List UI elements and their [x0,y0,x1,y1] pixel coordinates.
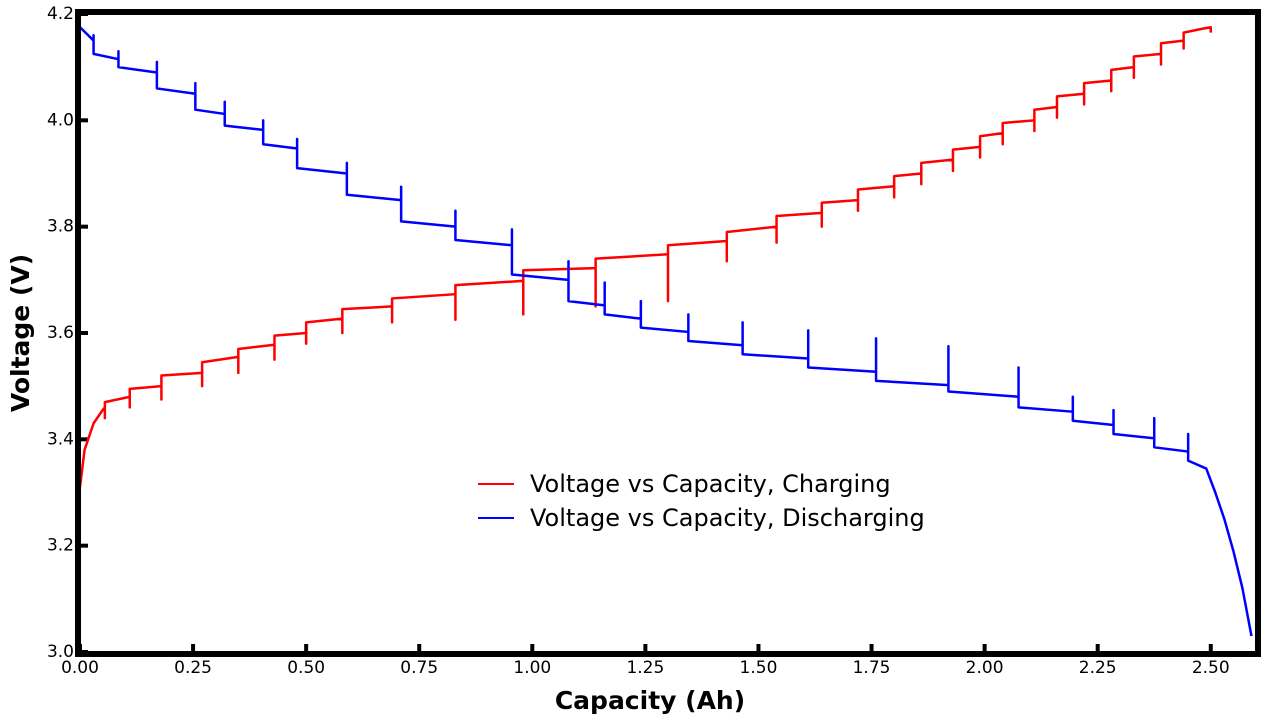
plot-frame [75,9,1261,657]
x-tick-label: 0.75 [400,658,438,678]
legend-label: Voltage vs Capacity, Charging [530,470,891,498]
y-tick-label: 3.6 [47,323,74,343]
x-tick-label: 1.50 [740,658,778,678]
y-tick-label: 3.0 [47,642,74,662]
x-tick-label: 1.00 [513,658,551,678]
y-axis-label: Voltage (V) [6,254,35,412]
x-tick-label: 1.25 [626,658,664,678]
data-line [78,26,1213,488]
x-tick-label: 2.25 [1079,658,1117,678]
x-tick-label: 2.50 [1192,658,1230,678]
x-tick-label: 2.00 [966,658,1004,678]
x-axis-label: Capacity (Ah) [555,686,745,715]
x-tick-label: 0.25 [174,658,212,678]
y-tick-label: 4.2 [47,4,74,24]
x-tick-label: 1.75 [853,658,891,678]
y-tick-label: 4.0 [47,110,74,130]
y-tick-label: 3.8 [47,217,74,237]
x-tick-label: 0.50 [287,658,325,678]
data-line [79,26,1253,637]
y-tick-label: 3.2 [47,536,74,556]
legend-label: Voltage vs Capacity, Discharging [530,504,925,532]
x-tick-label: 0.00 [61,658,99,678]
y-tick-label: 3.4 [47,429,74,449]
